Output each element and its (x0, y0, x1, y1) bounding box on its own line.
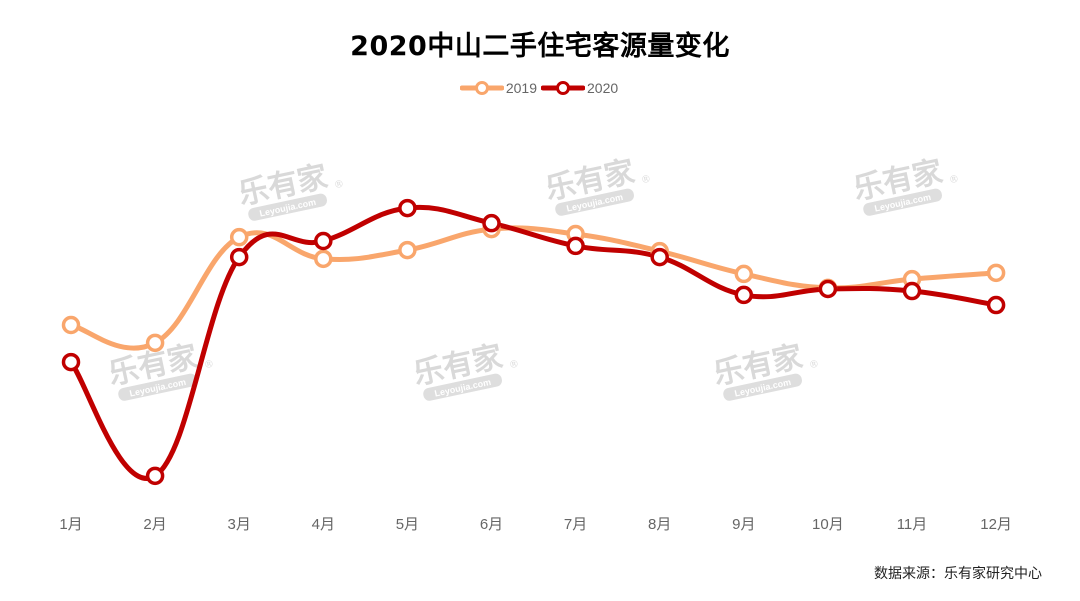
series-line-2020 (68, 204, 997, 481)
svg-text:®: ® (948, 174, 960, 187)
legend-line-marker-icon (459, 81, 504, 95)
data-point-2020-4月[interactable] (314, 231, 333, 251)
chart-legend: 2019 2020 (0, 79, 1080, 97)
svg-text:®: ® (508, 359, 520, 372)
svg-text:®: ® (203, 359, 215, 372)
x-axis-tick-label: 7月 (564, 516, 587, 533)
data-point-2020-9月[interactable] (734, 285, 754, 305)
data-point-2020-3月[interactable] (229, 247, 249, 267)
x-axis-tick-label: 12月 (980, 516, 1012, 533)
legend-line-marker-icon (541, 81, 585, 95)
data-point-2020-8月[interactable] (650, 247, 669, 267)
data-point-2019-9月[interactable] (734, 264, 754, 284)
data-point-2020-12月[interactable] (986, 295, 1006, 315)
x-axis-tick-label: 8月 (648, 516, 671, 533)
chart-title: 2020中山二手住宅客源量变化 (350, 31, 730, 62)
x-axis-tick-label: 1月 (59, 516, 82, 533)
data-point-2020-6月[interactable] (482, 213, 501, 233)
x-axis-tick-label: 2月 (143, 516, 166, 533)
svg-text:®: ® (640, 174, 652, 187)
data-point-2020-11月[interactable] (902, 281, 922, 301)
x-axis-tick-label: 10月 (812, 516, 844, 533)
data-point-2020-5月[interactable] (398, 198, 417, 218)
legend-label: 2019 (505, 80, 537, 96)
data-point-2020-1月[interactable] (61, 352, 81, 372)
data-point-2020-2月[interactable] (145, 466, 165, 486)
series-lines (68, 204, 997, 481)
x-axis-labels: 1月 2月 3月 4月 5月 6月 7月 8月 9月 10月 11月 12月 (59, 516, 1012, 533)
x-axis-tick-label: 6月 (480, 516, 503, 533)
data-point-2019-4月[interactable] (314, 249, 333, 269)
data-point-2019-12月[interactable] (986, 263, 1006, 283)
x-axis-tick-label: 3月 (228, 516, 251, 533)
x-axis-tick-label: 5月 (396, 516, 419, 533)
svg-text:®: ® (333, 179, 345, 192)
svg-text:®: ® (808, 359, 820, 372)
data-point-2019-3月[interactable] (229, 227, 249, 247)
data-point-2019-5月[interactable] (398, 240, 417, 260)
legend-item-2020[interactable]: 2020 (541, 79, 620, 97)
data-point-2020-10月[interactable] (818, 279, 838, 299)
data-source-note: 数据来源：乐有家研究中心 (874, 566, 1042, 582)
series-points (61, 198, 1006, 486)
x-axis-tick-label: 9月 (732, 516, 755, 533)
legend-item-2019[interactable]: 2019 (459, 79, 539, 97)
x-axis-tick-label: 11月 (897, 516, 928, 533)
data-point-2019-1月[interactable] (61, 315, 81, 335)
data-point-2020-7月[interactable] (566, 236, 585, 256)
x-axis-tick-label: 4月 (312, 516, 335, 533)
legend-label: 2020 (587, 80, 619, 96)
data-point-2019-2月[interactable] (145, 333, 165, 353)
